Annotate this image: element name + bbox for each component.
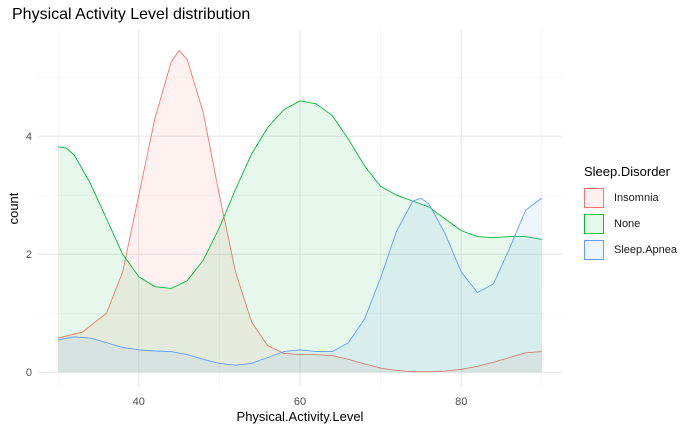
area-none [58, 100, 542, 373]
x-tick-label: 60 [294, 396, 306, 408]
legend-key-sleep-apnea [584, 240, 604, 260]
area-insomnia [58, 50, 542, 373]
legend-key-none [584, 214, 604, 234]
line-sleep-apnea [58, 197, 543, 366]
legend-title: Sleep.Disorder [584, 164, 670, 179]
line-insomnia [58, 49, 542, 373]
legend-item-insomnia: Insomnia [584, 185, 677, 211]
legend-label-none: None [614, 218, 641, 230]
chart-title: Physical Activity Level distribution [12, 6, 251, 23]
legend: Sleep.Disorder Insomnia None Sleep.Apnea [584, 164, 677, 263]
area-sleep-apnea [58, 198, 542, 373]
x-tick-label: 80 [455, 396, 467, 408]
line-none [58, 100, 542, 289]
legend-item-none: None [584, 211, 677, 237]
y-axis-label: count [6, 192, 21, 224]
x-axis-label: Physical.Activity.Level [237, 409, 364, 424]
legend-key-insomnia [584, 188, 604, 208]
legend-label-sleep-apnea: Sleep.Apnea [614, 244, 677, 256]
legend-item-sleep-apnea: Sleep.Apnea [584, 237, 677, 263]
y-tick-label: 0 [26, 367, 32, 379]
legend-label-insomnia: Insomnia [614, 192, 659, 204]
x-tick-label: 40 [133, 396, 145, 408]
y-tick-label: 4 [26, 131, 32, 143]
y-tick-label: 2 [26, 249, 32, 261]
